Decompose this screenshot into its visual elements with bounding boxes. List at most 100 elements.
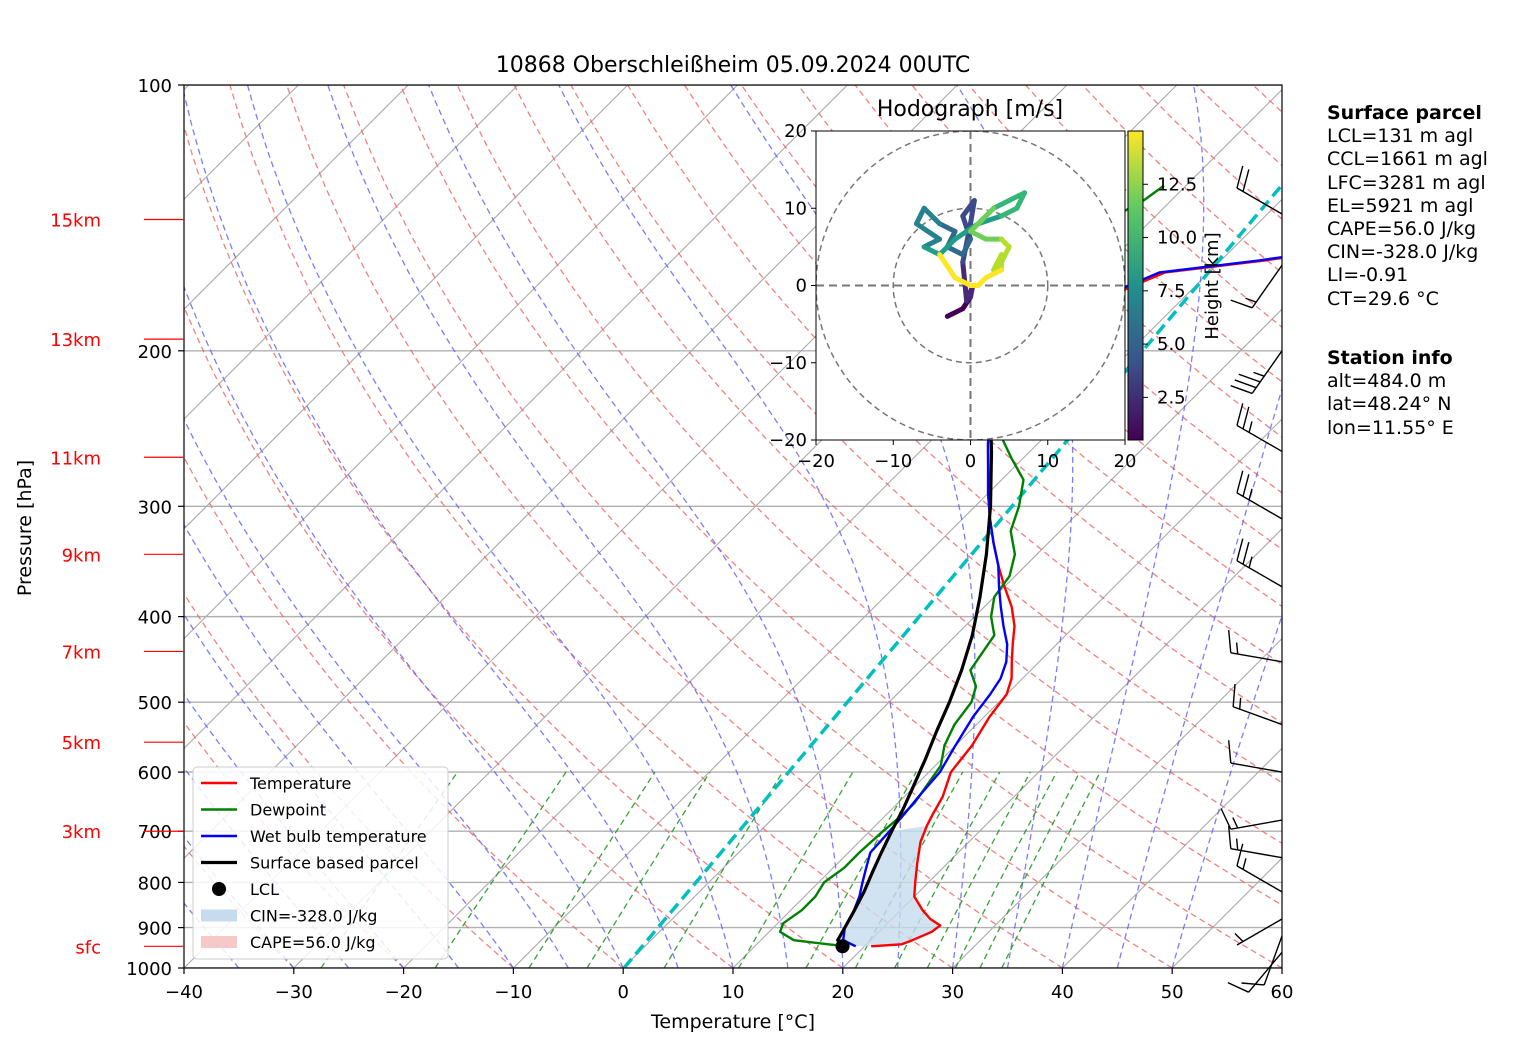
height-marker-label: 15km [50,210,101,231]
wind-barb-full-flag [1236,470,1244,494]
wind-barb-full-flag [1236,403,1244,426]
hodograph-segment [921,244,943,258]
x-tick-label: −10 [494,982,532,1003]
hodograph-y-tick-label: 20 [784,121,807,142]
x-tick-label: −30 [275,982,313,1003]
wind-barb [1228,629,1283,663]
wind-barb-staff [1236,865,1283,893]
mixing-ratio-line [528,771,656,968]
wind-barbs [1220,165,1283,993]
hodograph-segment [983,267,1004,281]
colorbar-tick-label: 2.5 [1157,387,1186,408]
legend-swatch-dot [212,882,226,896]
hodograph-y-tick-label: −20 [769,430,807,451]
moist-adiabat [1171,613,1282,968]
legend-label: Temperature [249,774,351,793]
x-axis-label: Temperature [°C] [650,1011,815,1033]
hodograph-x-tick-label: 20 [1114,451,1137,472]
colorbar-ticks: 2.5 5.0 7.5 10.0 12.5 [1143,174,1197,408]
wind-barb-half-flag [1248,421,1253,433]
legend-frame [192,766,449,960]
dry-adiabat [399,85,1282,968]
hodograph-plot [816,131,1125,440]
wind-barb-half-flag [1253,371,1265,377]
wind-barb-staff [1236,187,1283,215]
wind-barb [1232,683,1283,726]
wind-barb-staff [1251,264,1283,309]
x-tick-label: 10 [722,982,745,1003]
hodograph-x-tick-label: −10 [874,451,912,472]
wind-barb-staff [1248,951,1283,993]
dry-adiabat [854,85,1282,494]
mixing-ratio-line [926,771,1031,968]
wind-barb [1236,538,1283,588]
wind-barb-staff [1236,424,1283,453]
isotherm-line [184,85,738,640]
lcl-value: LCL=131 m agl [1327,125,1474,148]
wind-barb-full-flag [1236,165,1244,189]
hodograph-segment [937,252,958,281]
y-tick-label: 500 [138,693,172,714]
zero-degree-isotherm [622,183,1282,968]
colorbar-tick-label: 5.0 [1157,334,1186,355]
hodograph-segment [975,205,997,227]
hodograph-x-tick-label: 10 [1036,451,1059,472]
dry-adiabat [229,85,953,968]
isotherm-line [842,528,1282,968]
wind-barb-staff [1230,819,1283,830]
y-tick-label: 600 [138,763,172,784]
wind-barb-full-flag [1242,406,1250,430]
isotherm-line [184,85,629,530]
mixing-ratio-line [954,771,1058,968]
wind-barb-full-flag [1242,474,1250,497]
colorbar-tick-label: 7.5 [1157,281,1186,302]
moist-adiabat [184,90,679,968]
hodograph-segment [960,236,973,258]
hodograph-segment [944,244,966,258]
x-tick-label: 0 [617,982,628,1003]
hodograph-y-tick-label: 0 [796,276,807,297]
dry-adiabat [286,85,1063,968]
height-marker-label: 13km [50,330,101,351]
dry-adiabat [456,85,1282,906]
wind-barb-half-flag [1232,817,1239,829]
isotherm-line [184,85,409,310]
wind-barb-full-flag [1230,299,1253,309]
wind-barb [1227,951,1283,993]
hodograph-x-tick-label: −20 [797,451,835,472]
wind-barb [1230,350,1283,395]
legend-items: Temperature Dewpoint Wet bulb temperature S… [201,774,427,952]
moist-adiabat [956,85,1074,968]
el-value: EL=5921 m agl [1327,194,1474,217]
y-tick-label: 1000 [126,959,172,980]
ccl-value: CCL=1661 m agl [1327,148,1488,171]
height-marker-label: 7km [62,642,101,663]
colorbar-tick-label: 10.0 [1157,228,1197,249]
wind-barb [1236,843,1283,893]
x-tick-label: 20 [831,982,854,1003]
wind-barb-full-flag [1242,169,1250,192]
wind-barb-half-flag [1245,297,1257,303]
wind-barb-full-flag [1236,843,1244,867]
mixing-ratio-line [738,771,854,968]
surface-parcel-panel: Surface parcel LCL=131 m agl CCL=1661 m … [1327,102,1488,311]
y-tick-label: 700 [138,822,172,843]
wind-barb-full-flag [1220,808,1232,830]
wind-barb-full-flag [1228,825,1232,849]
hodograph-segment [913,221,943,242]
x-tick-label: 40 [1051,982,1074,1003]
isotherm-line [732,418,1282,968]
mixing-ratio-line [1001,771,1101,968]
wind-barb [1228,825,1283,859]
moist-adiabat [1116,386,1282,968]
x-axis-ticks: −40 −30 −20 −10 0 10 20 30 40 50 60 [165,968,1293,1003]
legend-label: LCL [250,880,279,899]
wind-barb [1241,935,1283,986]
isotherm-line [952,637,1282,968]
y-tick-label: 400 [138,608,172,629]
hodograph-segment [952,275,973,288]
wind-barb-full-flag [1228,629,1232,653]
hodograph-segment [921,205,943,227]
mixing-ratio-line [805,771,917,968]
colorbar [1127,130,1144,441]
